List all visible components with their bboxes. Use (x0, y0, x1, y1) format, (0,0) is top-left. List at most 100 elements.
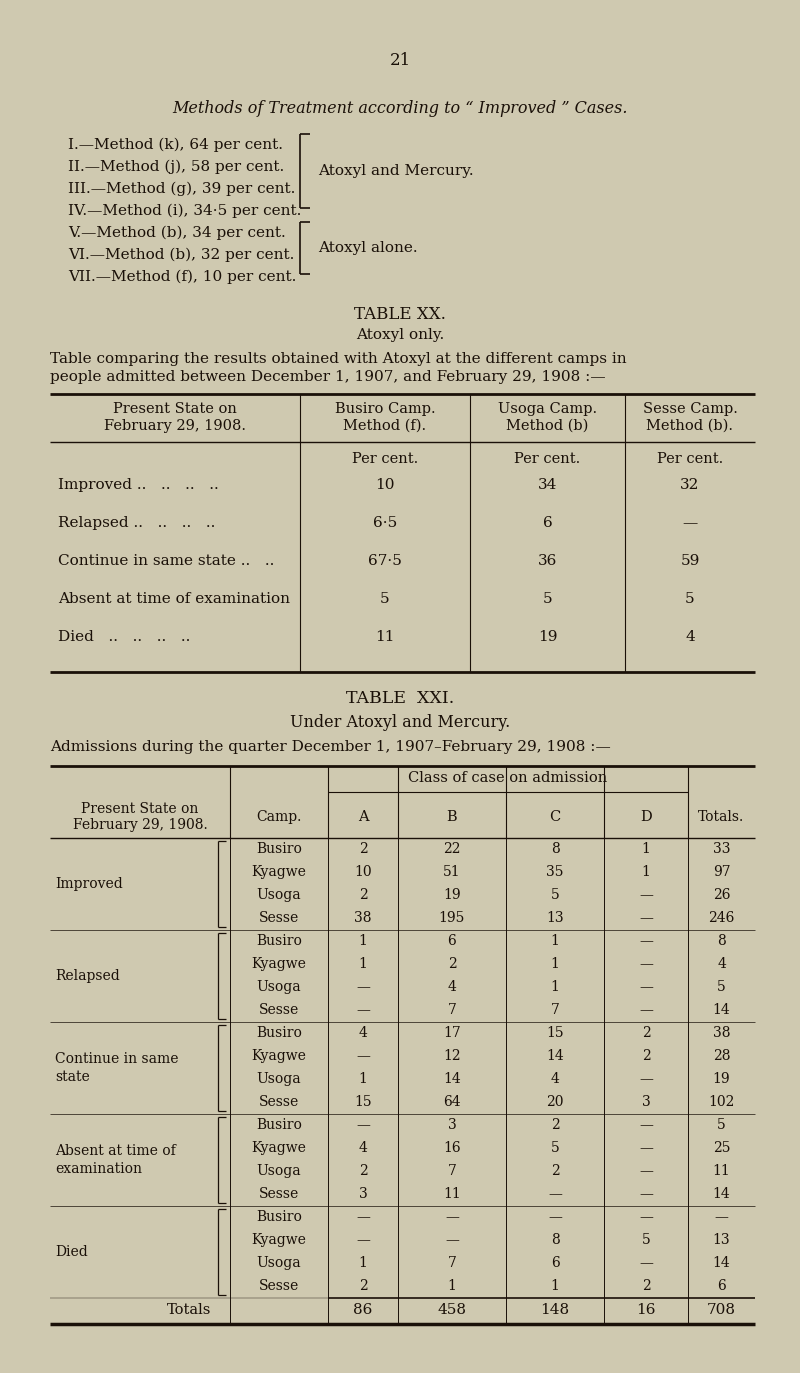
Text: 7: 7 (550, 1004, 559, 1017)
Text: —: — (356, 1118, 370, 1131)
Text: Improved ..   ..   ..   ..: Improved .. .. .. .. (58, 478, 218, 492)
Text: —: — (639, 1188, 653, 1201)
Text: —: — (356, 980, 370, 994)
Text: Continue in same state ..   ..: Continue in same state .. .. (58, 553, 274, 568)
Text: 6: 6 (448, 934, 456, 947)
Text: 4: 4 (685, 630, 695, 644)
Text: 1: 1 (358, 934, 367, 947)
Text: —: — (356, 1049, 370, 1063)
Text: 14: 14 (713, 1004, 730, 1017)
Text: —: — (356, 1004, 370, 1017)
Text: 4: 4 (550, 1072, 559, 1086)
Text: Usoga: Usoga (257, 980, 302, 994)
Text: 1: 1 (550, 934, 559, 947)
Text: 708: 708 (707, 1303, 736, 1317)
Text: 38: 38 (354, 912, 372, 925)
Text: 32: 32 (680, 478, 700, 492)
Text: Present State on: Present State on (113, 402, 237, 416)
Text: 1: 1 (642, 842, 650, 855)
Text: Method (b): Method (b) (506, 419, 589, 432)
Text: 17: 17 (443, 1026, 461, 1039)
Text: —: — (639, 1164, 653, 1178)
Text: Totals: Totals (167, 1303, 211, 1317)
Text: I.—Method (k), 64 per cent.: I.—Method (k), 64 per cent. (68, 139, 283, 152)
Text: 10: 10 (354, 865, 372, 879)
Text: Method (b).: Method (b). (646, 419, 734, 432)
Text: Died   ..   ..   ..   ..: Died .. .. .. .. (58, 630, 190, 644)
Text: 13: 13 (546, 912, 564, 925)
Text: 2: 2 (550, 1164, 559, 1178)
Text: Per cent.: Per cent. (352, 452, 418, 465)
Text: —: — (639, 1072, 653, 1086)
Text: Usoga: Usoga (257, 1256, 302, 1270)
Text: —: — (445, 1233, 459, 1247)
Text: Usoga: Usoga (257, 888, 302, 902)
Text: Usoga: Usoga (257, 1072, 302, 1086)
Text: 64: 64 (443, 1096, 461, 1109)
Text: —: — (356, 1210, 370, 1223)
Text: Busiro: Busiro (256, 1210, 302, 1223)
Text: 3: 3 (358, 1188, 367, 1201)
Text: TABLE XX.: TABLE XX. (354, 306, 446, 323)
Text: —: — (639, 1004, 653, 1017)
Text: —: — (639, 1141, 653, 1155)
Text: 6: 6 (550, 1256, 559, 1270)
Text: II.—Method (j), 58 per cent.: II.—Method (j), 58 per cent. (68, 161, 284, 174)
Text: 1: 1 (550, 957, 559, 971)
Text: 5: 5 (380, 592, 390, 605)
Text: 19: 19 (538, 630, 558, 644)
Text: —: — (639, 888, 653, 902)
Text: Methods of Treatment according to “ Improved ” Cases.: Methods of Treatment according to “ Impr… (172, 100, 628, 117)
Text: 10: 10 (375, 478, 394, 492)
Text: 5: 5 (550, 888, 559, 902)
Text: 7: 7 (447, 1164, 457, 1178)
Text: examination: examination (55, 1162, 142, 1177)
Text: 33: 33 (713, 842, 730, 855)
Text: 2: 2 (550, 1118, 559, 1131)
Text: 12: 12 (443, 1049, 461, 1063)
Text: Atoxyl only.: Atoxyl only. (356, 328, 444, 342)
Text: 5: 5 (717, 980, 726, 994)
Text: Died: Died (55, 1245, 88, 1259)
Text: 15: 15 (354, 1096, 372, 1109)
Text: Continue in same: Continue in same (55, 1052, 178, 1065)
Text: Camp.: Camp. (256, 810, 302, 824)
Text: —: — (445, 1210, 459, 1223)
Text: 5: 5 (685, 592, 695, 605)
Text: IV.—Method (i), 34·5 per cent.: IV.—Method (i), 34·5 per cent. (68, 205, 302, 218)
Text: Kyagwe: Kyagwe (251, 957, 306, 971)
Text: 1: 1 (358, 1072, 367, 1086)
Text: 15: 15 (546, 1026, 564, 1039)
Text: 2: 2 (358, 1280, 367, 1293)
Text: 7: 7 (447, 1256, 457, 1270)
Text: V.—Method (b), 34 per cent.: V.—Method (b), 34 per cent. (68, 227, 286, 240)
Text: Totals.: Totals. (698, 810, 745, 824)
Text: 2: 2 (358, 888, 367, 902)
Text: Busiro Camp.: Busiro Camp. (334, 402, 435, 416)
Text: 51: 51 (443, 865, 461, 879)
Text: February 29, 1908.: February 29, 1908. (73, 818, 207, 832)
Text: Per cent.: Per cent. (514, 452, 581, 465)
Text: 1: 1 (550, 980, 559, 994)
Text: —: — (548, 1188, 562, 1201)
Text: Usoga: Usoga (257, 1164, 302, 1178)
Text: Busiro: Busiro (256, 934, 302, 947)
Text: 2: 2 (358, 1164, 367, 1178)
Text: —: — (682, 516, 698, 530)
Text: C: C (550, 810, 561, 824)
Text: D: D (640, 810, 652, 824)
Text: Method (f).: Method (f). (343, 419, 426, 432)
Text: Per cent.: Per cent. (657, 452, 723, 465)
Text: —: — (639, 957, 653, 971)
Text: 21: 21 (390, 52, 410, 69)
Text: Kyagwe: Kyagwe (251, 865, 306, 879)
Text: —: — (639, 980, 653, 994)
Text: TABLE  XXI.: TABLE XXI. (346, 691, 454, 707)
Text: 36: 36 (538, 553, 557, 568)
Text: Admissions during the quarter December 1, 1907–February 29, 1908 :—: Admissions during the quarter December 1… (50, 740, 610, 754)
Text: 25: 25 (713, 1141, 730, 1155)
Text: Sesse: Sesse (259, 1188, 299, 1201)
Text: 6·5: 6·5 (373, 516, 397, 530)
Text: Sesse: Sesse (259, 1096, 299, 1109)
Text: 14: 14 (713, 1256, 730, 1270)
